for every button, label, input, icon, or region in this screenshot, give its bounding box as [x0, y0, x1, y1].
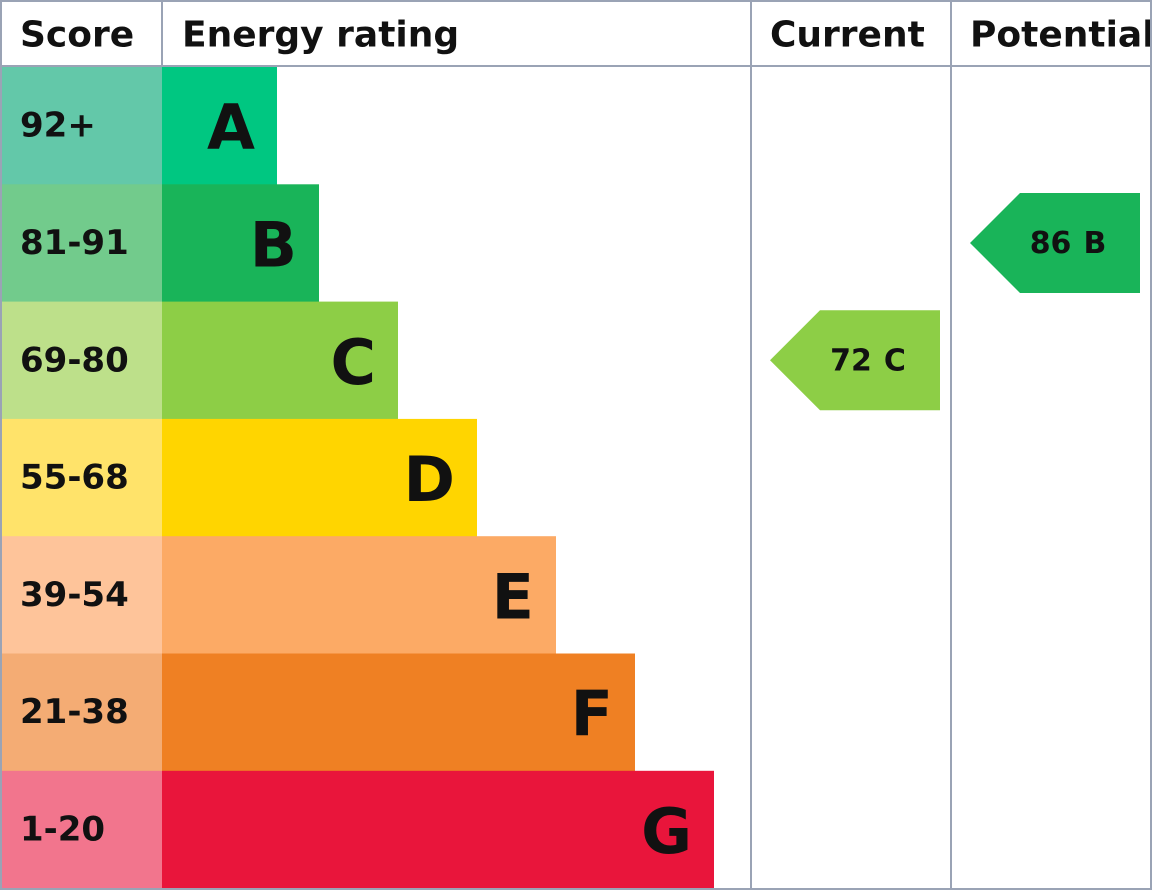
score-cell	[0, 653, 162, 772]
header-rating: Energy rating	[182, 15, 459, 56]
header-potential: Potential	[970, 15, 1152, 56]
score-label: 92+	[20, 106, 96, 146]
score-label: 55-68	[20, 458, 129, 498]
rating-letter: G	[641, 795, 692, 868]
header-score: Score	[20, 15, 134, 56]
rating-letter: A	[207, 91, 255, 164]
rating-letter: F	[571, 678, 613, 751]
rating-bar	[162, 536, 556, 654]
score-cell	[0, 770, 162, 889]
rating-bar	[162, 301, 398, 420]
score-label: 39-54	[20, 575, 129, 615]
potential-rating: B	[1083, 225, 1106, 260]
potential-label: 86 B	[1030, 225, 1107, 260]
score-label: 1-20	[20, 809, 105, 849]
current-arrow	[770, 310, 940, 411]
potential-arrow	[970, 192, 1140, 293]
rating-letter: B	[250, 208, 297, 281]
score-cell	[0, 536, 162, 654]
rating-bar	[162, 770, 714, 889]
score-label: 81-91	[20, 223, 129, 263]
rating-letter: C	[330, 326, 376, 399]
score-cell	[0, 301, 162, 420]
rating-letter: E	[492, 560, 534, 633]
rating-bar	[162, 653, 635, 772]
header-current: Current	[770, 15, 925, 56]
current-score: 72	[830, 343, 872, 378]
rating-bar	[162, 67, 277, 185]
score-label: 69-80	[20, 340, 129, 380]
score-cell	[0, 67, 162, 185]
rating-bar	[162, 184, 319, 303]
current-rating: C	[884, 343, 906, 378]
score-label: 21-38	[20, 692, 129, 732]
current-label: 72 C	[830, 343, 906, 378]
rating-bar	[162, 418, 477, 537]
score-cell	[0, 184, 162, 303]
potential-score: 86	[1030, 225, 1072, 260]
score-cell	[0, 418, 162, 537]
rating-letter: D	[404, 443, 455, 516]
